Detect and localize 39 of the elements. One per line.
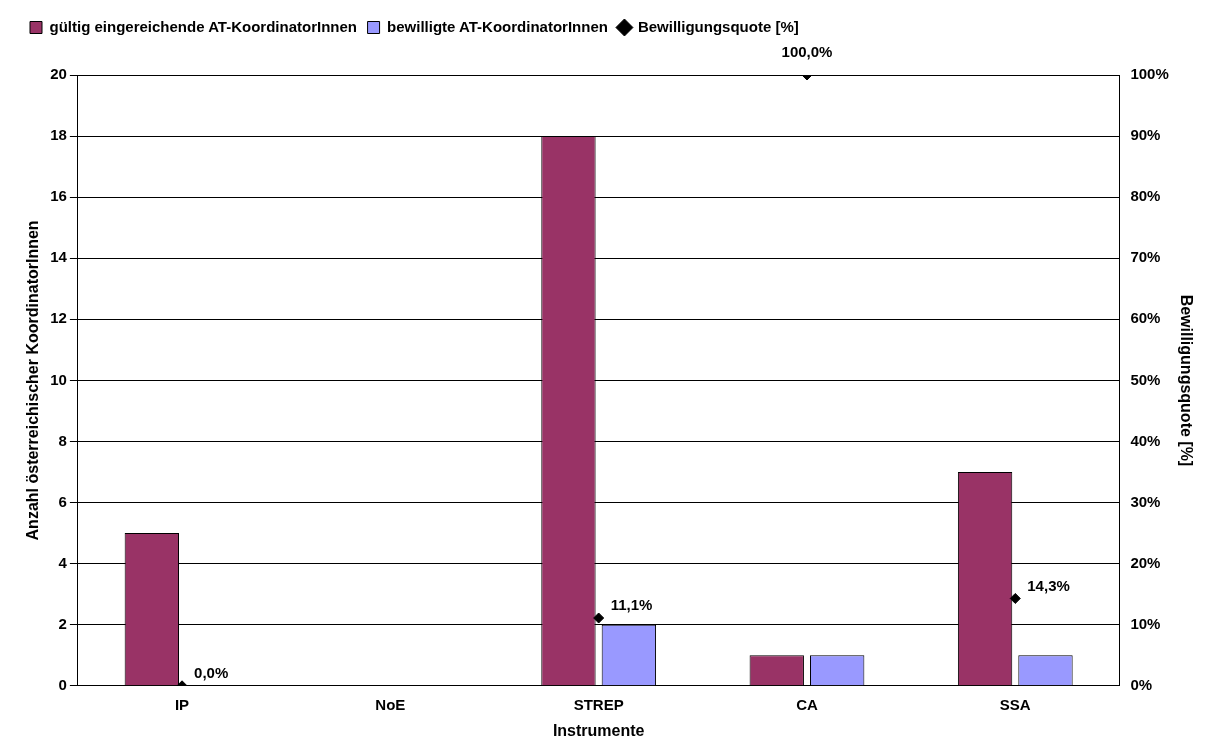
y-tick-label: 14 <box>50 248 68 266</box>
legend-label: bewilligte AT-KoordinatorInnen <box>387 17 608 35</box>
point <box>593 612 605 624</box>
y2-tick-label: 80% <box>1130 187 1161 205</box>
x-tick-label: IP <box>174 695 190 713</box>
y2-tick-label: 30% <box>1130 492 1161 510</box>
data-label: 0,0% <box>194 663 229 681</box>
y-tick-label: 10 <box>50 370 67 388</box>
x-tick-label: CA <box>796 695 818 713</box>
y2-tick-label: 90% <box>1130 126 1161 144</box>
data-label: 11,1% <box>610 596 653 614</box>
y2-tick-label: 100% <box>1130 65 1169 83</box>
x-tick-label: STREP <box>573 695 624 713</box>
y2-tick-label: 0% <box>1130 675 1153 693</box>
y2-tick-label: 70% <box>1130 248 1161 266</box>
y2-tick-label: 10% <box>1130 614 1161 632</box>
y-tick-label: 0 <box>58 675 67 693</box>
y-tick-label: 2 <box>58 614 67 632</box>
y-tick-label: 12 <box>50 309 67 327</box>
x-axis-title: Instrumente <box>552 721 645 739</box>
y2-tick-label: 60% <box>1130 309 1161 327</box>
y2-tick-label: 40% <box>1130 431 1161 449</box>
y2-tick-label: 20% <box>1130 553 1161 571</box>
y-tick-label: 4 <box>58 553 68 571</box>
legend-label: gültig eingereichende AT-KoordinatorInnen <box>49 17 358 35</box>
x-tick-label: NoE <box>375 695 406 713</box>
y-tick-label: 20 <box>50 65 67 83</box>
y-tick-label: 6 <box>58 492 67 510</box>
y-tick-label: 16 <box>50 187 67 205</box>
legend-label: Bewilligungsquote [%] <box>637 17 799 35</box>
y2-tick-label: 50% <box>1130 370 1161 388</box>
data-label: 14,3% <box>1027 576 1070 594</box>
x-tick-label: SSA <box>999 695 1031 713</box>
data-label: 100,0% <box>781 43 833 61</box>
point <box>1009 592 1021 604</box>
y-axis-title: Anzahl österreichischer KoordinatorInnen <box>24 220 42 541</box>
y2-axis-title: Bewilligungsquote [%] <box>1177 294 1195 467</box>
y-tick-label: 18 <box>50 126 67 144</box>
y-tick-label: 8 <box>58 431 67 449</box>
